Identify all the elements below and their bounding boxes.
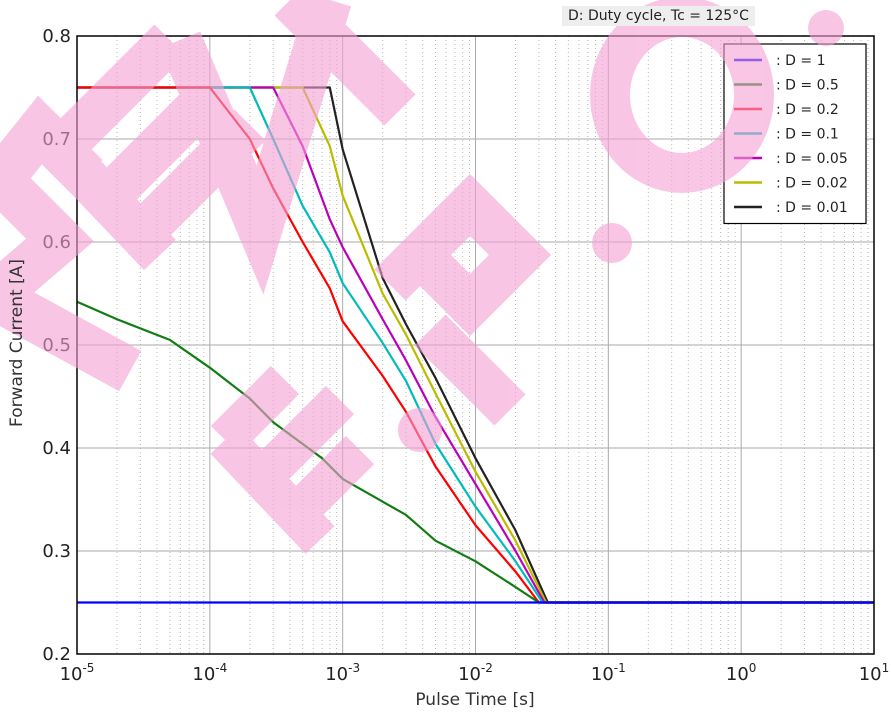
y-tick-label: 0.2 [42,644,71,665]
legend-label: : D = 1 [776,53,826,69]
x-tick-label: 100 [726,661,757,685]
legend-label: : D = 0.1 [776,127,839,143]
legend-label: : D = 0.2 [776,102,839,118]
legend-label: : D = 0.05 [776,151,848,167]
x-axis-label: Pulse Time [s] [415,690,535,710]
x-tick-label: 101 [859,661,890,685]
legend-label: : D = 0.5 [776,78,839,94]
x-tick-label: 10-2 [458,661,493,685]
y-tick-label: 0.8 [42,26,71,47]
y-tick-label: 0.4 [42,438,71,459]
x-tick-label: 10-1 [591,661,626,685]
watermark [0,0,844,554]
y-tick-label: 0.3 [42,541,71,562]
x-tick-label: 10-4 [192,661,227,685]
legend-label: : D = 0.01 [776,200,848,216]
series-line [77,86,874,604]
x-tick-label: 10-3 [325,661,360,685]
duty-cycle-note: D: Duty cycle, Tc = 125°C [562,6,755,26]
y-axis-label: Forward Current [A] [7,259,27,427]
legend-label: : D = 0.02 [776,176,848,192]
